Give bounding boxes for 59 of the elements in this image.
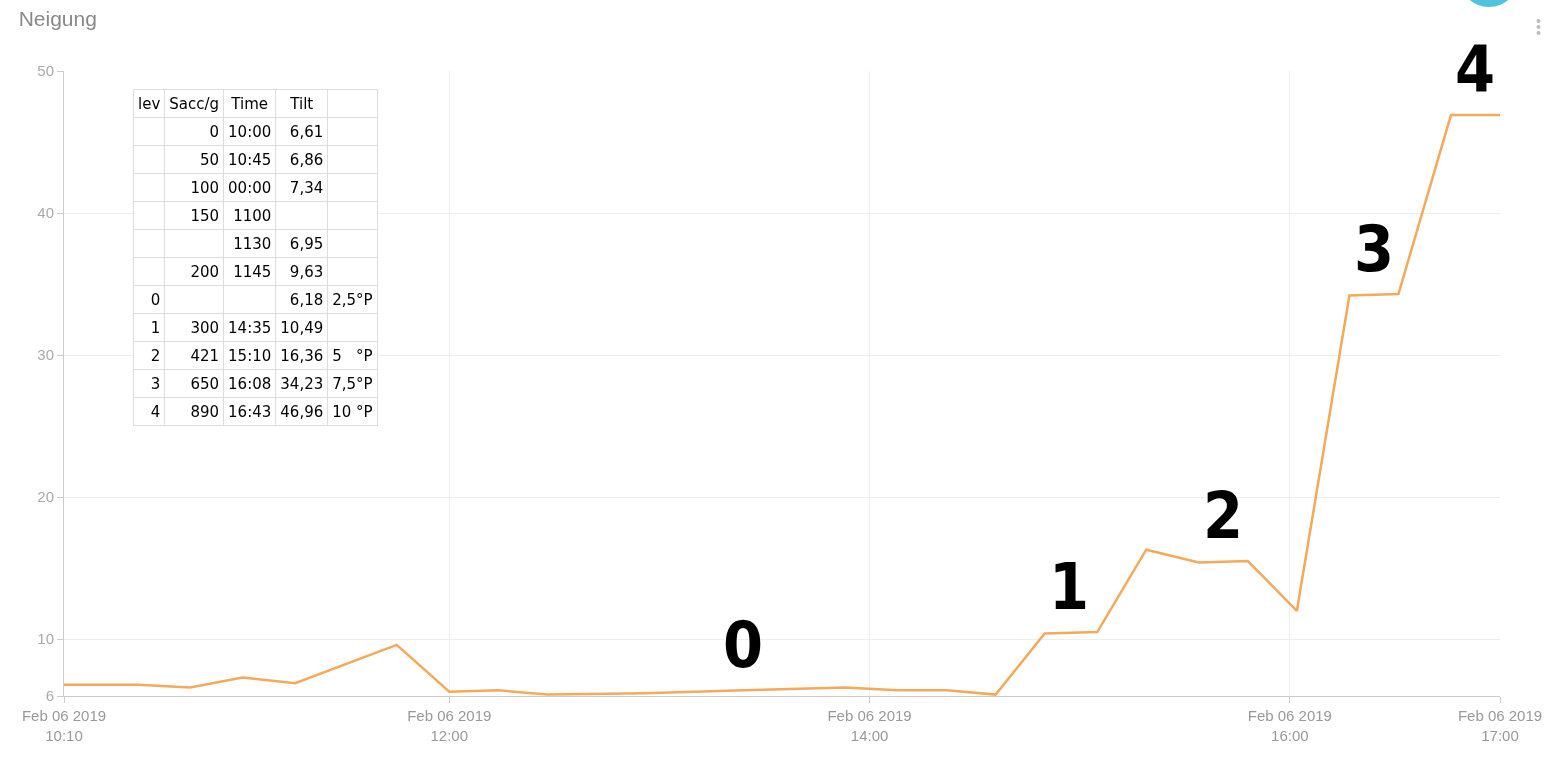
- annotation: 16:43: [223, 397, 276, 426]
- annotation: 1: [133, 313, 165, 342]
- annotation: 1100: [223, 201, 276, 230]
- annotation: 10,49: [275, 313, 328, 342]
- annotation: 14:35: [223, 313, 276, 342]
- annotation: 1: [1049, 550, 1090, 624]
- annotation: 2,5°P: [327, 285, 378, 314]
- annotation: 7,34: [275, 173, 328, 202]
- annotation: 100: [164, 173, 224, 202]
- x-tick-label: Feb 06 2019 14:00: [827, 707, 912, 744]
- annotation: Tilt: [275, 89, 328, 118]
- annotation: 2: [133, 341, 165, 370]
- annotation: 34,23: [275, 369, 328, 398]
- x-tick-label: Feb 06 2019 17:00: [1457, 707, 1543, 744]
- annotation: 890: [164, 397, 224, 426]
- annotation: 650: [164, 369, 224, 398]
- annotation: 10:00: [223, 117, 276, 146]
- y-tick-label: 10: [37, 630, 54, 648]
- annotation: 4: [1455, 33, 1496, 107]
- annotation: lev: [133, 89, 165, 118]
- annotation: 9,63: [275, 257, 328, 286]
- annotation: 15:10: [223, 341, 276, 370]
- annotation: 6,86: [275, 145, 328, 174]
- y-tick-label: 50: [37, 62, 54, 80]
- annotation: 6,61: [275, 117, 328, 146]
- annotation: 0: [133, 285, 165, 314]
- annotation: 0: [723, 608, 764, 682]
- annotation: 4: [133, 397, 165, 426]
- annotation: 7,5°P: [327, 369, 378, 398]
- annotation: 5 °P: [327, 341, 378, 370]
- y-tick-label: 30: [37, 346, 54, 364]
- y-tick-label: 20: [37, 488, 54, 506]
- annotation: 1145: [223, 257, 276, 286]
- annotation: Time: [223, 89, 276, 118]
- annotation: 0: [164, 117, 224, 146]
- annotation: 6,95: [275, 229, 328, 258]
- annotation: 10:45: [223, 145, 276, 174]
- annotation: 46,96: [275, 397, 328, 426]
- annotation: 3: [1354, 212, 1395, 286]
- annotation: 300: [164, 313, 224, 342]
- annotation: 3: [133, 369, 165, 398]
- x-tick-label: Feb 06 2019 16:00: [1247, 707, 1332, 744]
- annotation: 10 °P: [327, 397, 378, 426]
- annotation: 1130: [223, 229, 276, 258]
- annotation: 16:08: [223, 369, 276, 398]
- annotation: 50: [164, 145, 224, 174]
- annotation: 200: [164, 257, 224, 286]
- annotation: 2: [1203, 479, 1244, 553]
- annotation: 150: [164, 201, 224, 230]
- chart-title: Neigung: [18, 7, 97, 31]
- x-tick-label: Feb 06 2019 10:10: [21, 707, 107, 744]
- y-tick-label: 40: [37, 204, 54, 222]
- x-tick-label: Feb 06 2019 12:00: [407, 707, 492, 744]
- annotation: Sacc/g: [164, 89, 224, 118]
- annotation: 6,18: [275, 285, 328, 314]
- annotation: 00:00: [223, 173, 276, 202]
- annotation: 16,36: [275, 341, 328, 370]
- y-tick-label: 6: [45, 687, 54, 705]
- annotation: 421: [164, 341, 224, 370]
